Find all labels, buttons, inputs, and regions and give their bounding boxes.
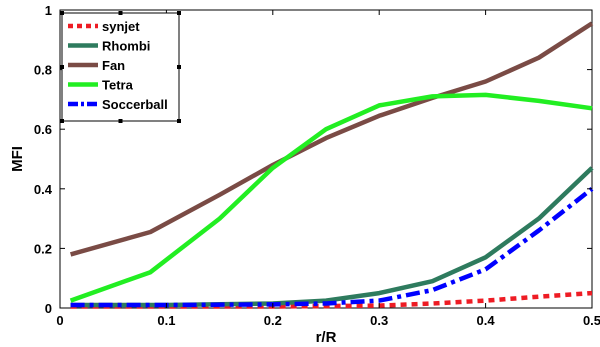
legend-resize-handle[interactable] xyxy=(177,119,181,123)
legend-resize-handle[interactable] xyxy=(177,11,181,15)
x-tick-label: 0.3 xyxy=(370,313,388,328)
legend-resize-handle[interactable] xyxy=(60,11,64,15)
x-tick-label: 0.4 xyxy=(477,313,496,328)
y-tick-label: 0.8 xyxy=(34,63,52,78)
x-tick-label: 0 xyxy=(56,313,63,328)
y-tick-label: 0.4 xyxy=(34,182,53,197)
legend-resize-handle[interactable] xyxy=(118,11,123,15)
series-line-tetra xyxy=(69,92,593,303)
legend-resize-handle[interactable] xyxy=(60,119,64,123)
x-tick-label: 0.2 xyxy=(264,313,282,328)
x-tick-label: 0.5 xyxy=(583,313,600,328)
legend-entry-rhombi[interactable]: Rhombi xyxy=(68,39,150,54)
legend-label-soccerball: Soccerball xyxy=(102,97,168,112)
x-tick-label: 0.1 xyxy=(157,313,175,328)
legend-resize-handle[interactable] xyxy=(60,65,64,69)
series-line-fan xyxy=(69,21,594,257)
y-tick-label: 1 xyxy=(45,3,52,18)
legend-label-tetra: Tetra xyxy=(102,78,134,93)
legend-entry-synjet[interactable]: synjet xyxy=(68,19,140,34)
y-axis: 0 0.2 0.4 0.6 0.8 1 xyxy=(34,3,592,316)
legend-label-fan: Fan xyxy=(102,58,125,73)
legend-resize-handle[interactable] xyxy=(177,65,181,69)
legend-resize-handle[interactable] xyxy=(118,119,123,123)
legend[interactable]: synjet Rhombi Fan Tetra Soccerball xyxy=(60,11,181,123)
legend-label-rhombi: Rhombi xyxy=(102,39,150,54)
legend-entry-soccerball[interactable]: Soccerball xyxy=(68,97,168,112)
legend-label-synjet: synjet xyxy=(102,19,140,34)
y-axis-title: MFI xyxy=(9,146,26,172)
legend-entry-fan[interactable]: Fan xyxy=(68,58,125,73)
y-tick-label: 0.6 xyxy=(34,122,52,137)
y-tick-label: 0 xyxy=(45,301,52,316)
series-line-soccerball xyxy=(70,187,594,308)
x-axis-title: r/R xyxy=(316,329,337,346)
legend-entry-tetra[interactable]: Tetra xyxy=(68,78,134,93)
y-tick-label: 0.2 xyxy=(34,241,52,256)
